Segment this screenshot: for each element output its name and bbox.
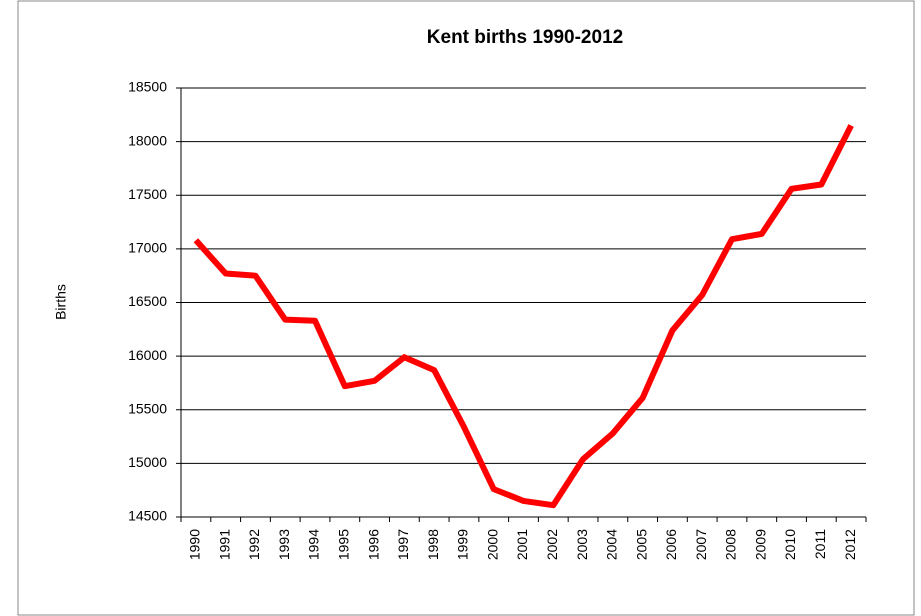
x-tick-label: 1992 [246, 529, 262, 560]
x-tick-label: 2003 [574, 529, 590, 560]
y-tick-label: 14500 [128, 508, 167, 524]
x-tick-label: 1995 [336, 529, 352, 560]
y-tick-label: 16500 [128, 293, 167, 309]
x-tick-label: 1994 [306, 529, 322, 560]
x-tick-label: 2010 [782, 529, 798, 560]
line-series [193, 124, 854, 509]
x-tick-label: 2007 [693, 529, 709, 560]
chart-border [17, 0, 915, 616]
y-tick-label: 16000 [128, 347, 167, 363]
y-axis-label: Births [53, 284, 69, 320]
x-tick-label: 1997 [395, 529, 411, 560]
x-tick-label: 2000 [484, 529, 500, 560]
x-tick-label: 1991 [216, 529, 232, 560]
y-tick-label: 17500 [128, 186, 167, 202]
y-tick-label: 18500 [128, 79, 167, 95]
x-tick-label: 1998 [425, 529, 441, 560]
x-tick-label: 2004 [604, 529, 620, 560]
y-tick-label: 15500 [128, 400, 167, 416]
x-tick-label: 2005 [633, 529, 649, 560]
y-tick-label: 15000 [128, 454, 167, 470]
x-tick-label: 2006 [663, 529, 679, 560]
x-tick-label: 1993 [276, 529, 292, 560]
x-tick-label: 2011 [812, 529, 828, 559]
x-tick-label: 2009 [752, 529, 768, 560]
y-tick-label: 18000 [128, 132, 167, 148]
x-tick-label: 1999 [455, 529, 471, 560]
chart-title: Kent births 1990-2012 [427, 27, 623, 48]
x-tick-label: 2002 [544, 529, 560, 560]
x-tick-label: 2008 [723, 529, 739, 560]
x-tick-label: 2001 [514, 529, 530, 560]
x-tick-label: 1996 [365, 529, 381, 560]
x-tick-label: 1990 [187, 529, 203, 560]
y-tick-label: 17000 [128, 240, 167, 256]
x-tick-label: 2012 [842, 529, 858, 560]
